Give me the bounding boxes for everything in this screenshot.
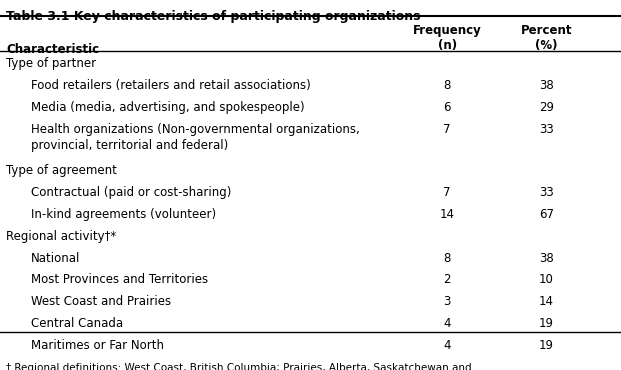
Text: Table 3.1 Key characteristics of participating organizations: Table 3.1 Key characteristics of partici…: [6, 10, 420, 23]
Text: † Regional definitions: West Coast, British Columbia; Prairies, Alberta, Saskatc: † Regional definitions: West Coast, Brit…: [6, 363, 472, 370]
Text: Most Provinces and Territories: Most Provinces and Territories: [31, 273, 208, 286]
Text: West Coast and Prairies: West Coast and Prairies: [31, 295, 171, 308]
Text: Characteristic: Characteristic: [6, 43, 99, 57]
Text: Health organizations (Non-governmental organizations,
provincial, territorial an: Health organizations (Non-governmental o…: [31, 123, 360, 152]
Text: 19: 19: [539, 339, 554, 352]
Text: Percent
(%): Percent (%): [521, 24, 572, 52]
Text: 10: 10: [539, 273, 554, 286]
Text: 29: 29: [539, 101, 554, 114]
Text: 4: 4: [443, 339, 451, 352]
Text: Central Canada: Central Canada: [31, 317, 123, 330]
Text: 2: 2: [443, 273, 451, 286]
Text: National: National: [31, 252, 81, 265]
Text: Type of agreement: Type of agreement: [6, 164, 117, 177]
Text: Regional activity†*: Regional activity†*: [6, 230, 117, 243]
Text: 38: 38: [539, 79, 554, 92]
Text: 8: 8: [443, 79, 451, 92]
Text: Media (media, advertising, and spokespeople): Media (media, advertising, and spokespeo…: [31, 101, 305, 114]
Text: 33: 33: [539, 123, 554, 136]
Text: 67: 67: [539, 208, 554, 221]
Text: Frequency
(n): Frequency (n): [413, 24, 481, 52]
Text: 6: 6: [443, 101, 451, 114]
Text: 14: 14: [539, 295, 554, 308]
Text: In-kind agreements (volunteer): In-kind agreements (volunteer): [31, 208, 216, 221]
Text: 4: 4: [443, 317, 451, 330]
Text: 19: 19: [539, 317, 554, 330]
Text: 3: 3: [443, 295, 451, 308]
Text: 14: 14: [440, 208, 455, 221]
Text: 38: 38: [539, 252, 554, 265]
Text: Food retailers (retailers and retail associations): Food retailers (retailers and retail ass…: [31, 79, 310, 92]
Text: Type of partner: Type of partner: [6, 57, 96, 70]
Text: 7: 7: [443, 186, 451, 199]
Text: 7: 7: [443, 123, 451, 136]
Text: 8: 8: [443, 252, 451, 265]
Text: Contractual (paid or cost-sharing): Contractual (paid or cost-sharing): [31, 186, 232, 199]
Text: 33: 33: [539, 186, 554, 199]
Text: Maritimes or Far North: Maritimes or Far North: [31, 339, 164, 352]
